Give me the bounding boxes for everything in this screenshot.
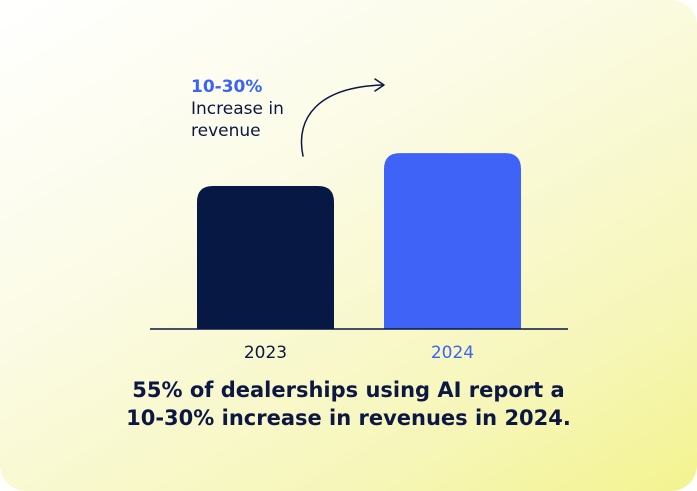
arrow-head-icon <box>374 78 385 92</box>
x-tick-label-2023: 2023 <box>244 343 287 363</box>
x-tick-label-2024: 2024 <box>431 343 474 363</box>
annotation-text: Increase in revenue <box>191 99 284 141</box>
annotation-percent: 10-30% <box>191 77 263 97</box>
bar-2024 <box>384 153 521 329</box>
curved-arrow-icon <box>300 84 384 157</box>
chart-caption: 55% of dealerships using AI report a 10-… <box>126 378 571 430</box>
revenue-increase-annotation: 10-30% Increase in revenue <box>191 76 301 142</box>
bar-2023 <box>197 186 334 329</box>
